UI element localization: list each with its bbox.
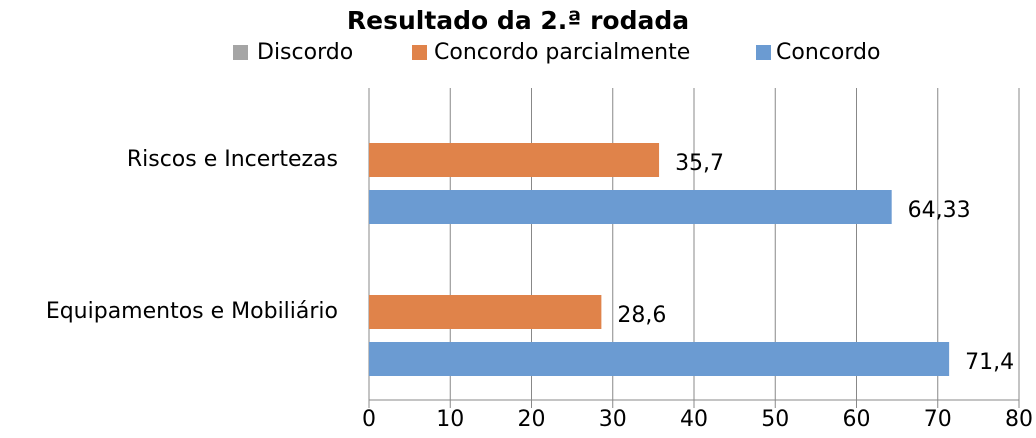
legend-label: Discordo	[257, 40, 353, 65]
x-tick-label: 40	[680, 407, 708, 432]
y-tick-label: Equipamentos e Mobiliário	[46, 299, 338, 324]
x-tick-label: 0	[362, 407, 376, 432]
x-tick-label: 70	[924, 407, 952, 432]
data-label: 71,4	[965, 350, 1014, 375]
bar	[369, 295, 602, 329]
x-tick-label: 80	[1005, 407, 1033, 432]
x-tick-label: 10	[436, 407, 464, 432]
data-label: 64,33	[908, 198, 971, 223]
bar	[369, 143, 660, 177]
y-tick-label: Riscos e Incertezas	[127, 147, 338, 172]
data-label: 28,6	[617, 303, 666, 328]
x-tick-label: 50	[761, 407, 789, 432]
x-tick-label: 20	[518, 407, 546, 432]
bar	[369, 190, 892, 224]
legend-swatch	[233, 45, 248, 60]
data-label: 35,7	[675, 151, 724, 176]
bar	[369, 342, 950, 376]
x-tick-label: 30	[599, 407, 627, 432]
legend-label: Concordo parcialmente	[434, 40, 690, 65]
legend-label: Concordo	[776, 40, 880, 65]
chart-title: Resultado da 2.ª rodada	[347, 6, 689, 35]
x-tick-label: 60	[843, 407, 871, 432]
legend-swatch	[412, 45, 427, 60]
legend-swatch	[756, 45, 771, 60]
